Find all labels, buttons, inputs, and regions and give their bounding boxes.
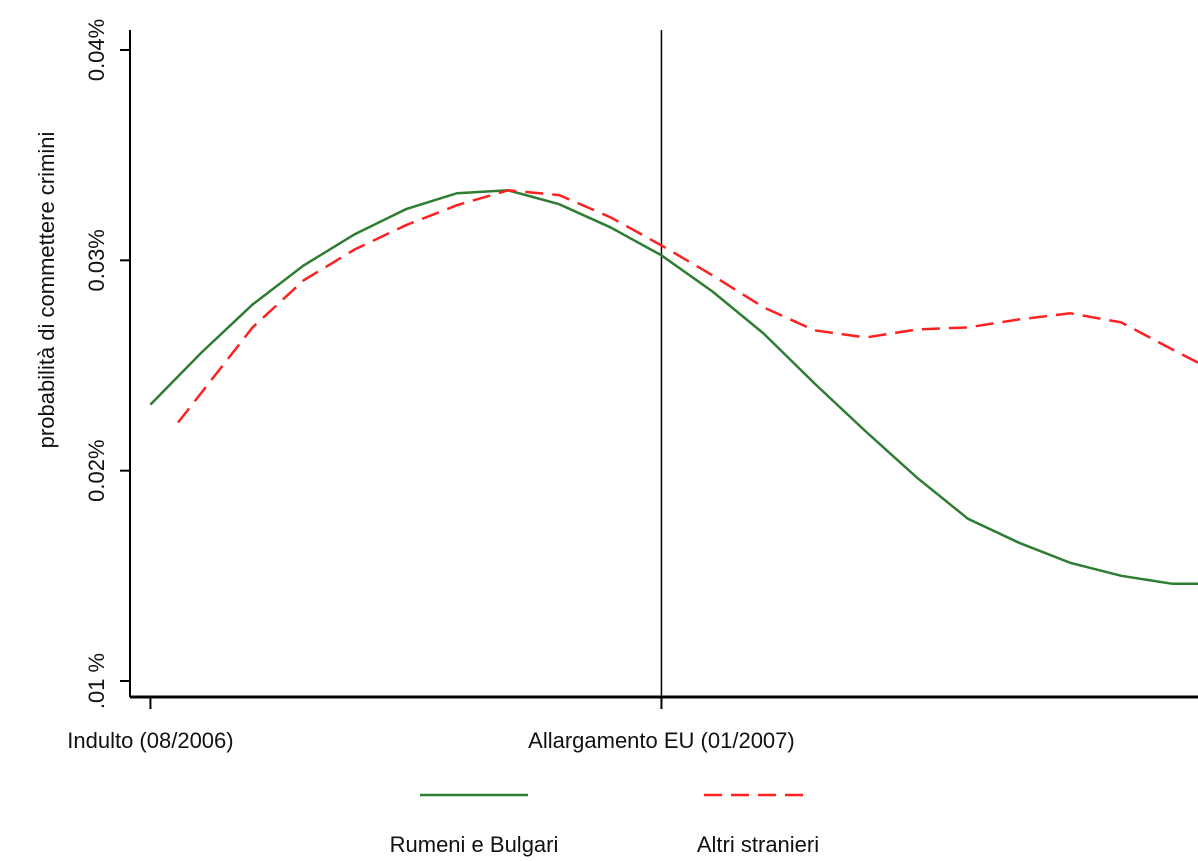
data-line xyxy=(149,189,1198,586)
y-tick-label: 0.02% xyxy=(84,439,109,501)
x-tick-label: Indulto (08/2006) xyxy=(67,728,233,753)
legend-label: Altri stranieri xyxy=(697,832,819,857)
data-line xyxy=(177,189,1198,424)
y-axis-title: probabilità di commettere crimini xyxy=(34,132,59,449)
x-tick-label: Allargamento EU (01/2007) xyxy=(528,728,795,753)
y-tick-label: .01 % xyxy=(84,653,109,709)
y-tick-label: 0.04% xyxy=(84,19,109,81)
legend-label: Rumeni e Bulgari xyxy=(390,832,559,857)
y-tick-label: 0.03% xyxy=(84,229,109,291)
